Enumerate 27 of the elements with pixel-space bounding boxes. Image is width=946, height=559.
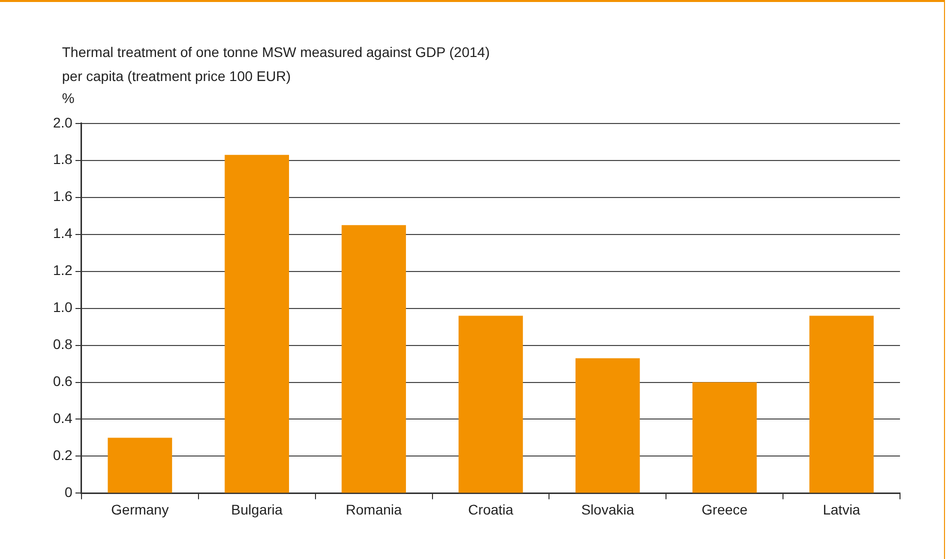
bar xyxy=(224,154,290,493)
chart-title: Thermal treatment of one tonne MSW measured against GDP (2014) per capita (treatment price 100 EUR) xyxy=(62,43,490,86)
y-tick-label: 0.2 xyxy=(52,447,73,464)
x-tick-label: Romania xyxy=(346,501,402,518)
y-tick-label: 0.4 xyxy=(52,410,73,426)
y-tick-label: 0.6 xyxy=(52,373,73,390)
x-tick-label: Slovakia xyxy=(581,501,634,518)
bar xyxy=(342,225,406,493)
x-tick-label: Greece xyxy=(702,501,748,518)
y-tick-label: 1.2 xyxy=(52,262,73,278)
y-tick-label: 1.8 xyxy=(52,151,73,168)
bar xyxy=(458,316,523,493)
x-tick-label: Croatia xyxy=(468,501,514,518)
bar xyxy=(108,438,172,493)
x-tick-label: Germany xyxy=(111,501,169,518)
bar xyxy=(692,382,757,493)
y-axis-title: % xyxy=(62,90,74,106)
bar xyxy=(576,358,640,493)
y-tick-label: 1.4 xyxy=(52,225,73,242)
bar xyxy=(809,316,874,493)
y-tick-label: 0 xyxy=(64,484,73,500)
y-tick-label: 0.8 xyxy=(52,336,73,352)
y-tick-label: 1.0 xyxy=(52,299,73,316)
y-tick-label: 1.6 xyxy=(52,188,73,204)
x-tick-label: Latvia xyxy=(822,501,860,518)
x-tick-label: Bulgaria xyxy=(231,501,283,518)
y-tick-label: 2.0 xyxy=(52,114,73,130)
